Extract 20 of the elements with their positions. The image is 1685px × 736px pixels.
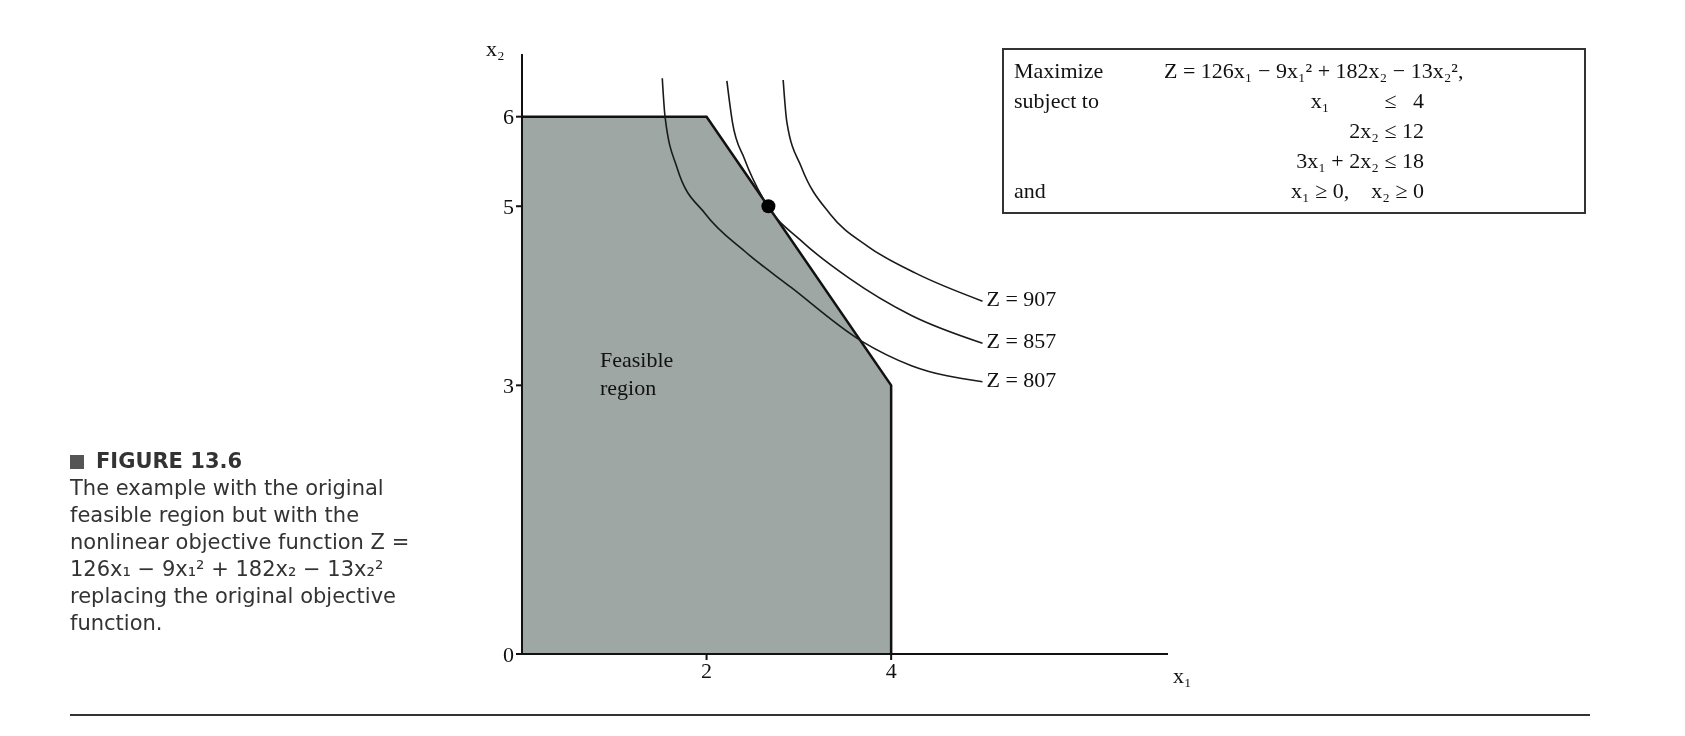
- y-axis-title: x₂: [486, 36, 505, 62]
- text: FIGURE 13.6: [95, 448, 244, 475]
- text: subject to x₁ ≤ 4: [1014, 88, 1424, 113]
- x-tick-label: 2: [701, 657, 713, 683]
- series-label: Z = 857: [986, 328, 1057, 354]
- y-tick-label: 0: [503, 641, 514, 667]
- y-tick-label: 6: [503, 104, 514, 130]
- text: 2x₂ ≤ 12: [1348, 117, 1425, 145]
- y-tick-label: 3: [503, 373, 514, 399]
- x-tick-label: 4: [885, 657, 897, 683]
- series-label: Z = 807: [986, 366, 1057, 392]
- text: 3x₁ + 2x₂ ≤ 18: [1295, 147, 1425, 175]
- x-axis-title: x₁: [1173, 663, 1192, 689]
- text: Maximize Z = 126x₁ − 9x₁² + 182x₂ − 13x₂²,: [1014, 58, 1464, 83]
- annotation: Feasible region: [600, 346, 674, 402]
- text: and x₁ ≥ 0, x₂ ≥ 0: [1014, 178, 1424, 203]
- text: The example with the original feasible region but with the nonlinear objective function Z = 126x₁ − 9x₁² + 182x₂ − 13x₂² replacing the original objective function.: [70, 475, 411, 637]
- y-tick-label: 5: [503, 194, 514, 220]
- series-label: Z = 907: [986, 286, 1057, 312]
- line-series: [782, 79, 984, 302]
